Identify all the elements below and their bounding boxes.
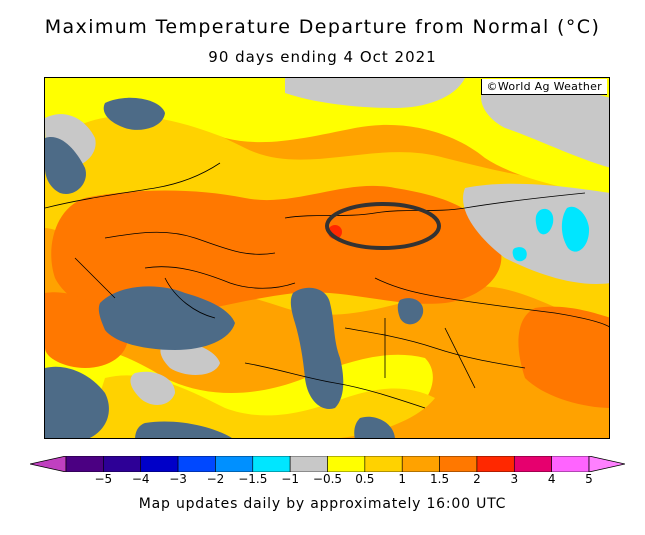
field-deep-orange-russia [51,185,502,318]
map-canvas [45,78,609,438]
field-deep-orange-west [45,292,128,368]
neutral-patch-turkey [160,341,220,375]
scale-label: 3 [510,472,519,486]
scale-swatch [140,455,179,473]
scale-label: −4 [131,472,150,486]
cool-patch-1 [535,208,554,235]
neutral-patch-north [285,78,465,108]
baltic-sea [45,137,86,194]
scale-label: 1.5 [430,472,450,486]
map-subtitle: 90 days ending 4 Oct 2021 [208,48,437,66]
scale-swatch [289,455,328,473]
scale-label: −3 [169,472,187,486]
scale-label: −5 [94,472,113,486]
scale-swatch [439,455,478,473]
gulf-of-finland [103,97,165,130]
scale-swatch [513,455,552,473]
scale-swatches [65,455,590,473]
scale-swatch [177,455,216,473]
scale-label: −2 [206,472,225,486]
scale-arrow-right [588,455,626,473]
scale-label: −1 [281,472,299,486]
scale-label: −1.5 [238,472,268,486]
scale-swatch [103,455,142,473]
black-sea [98,286,235,350]
scale-label: 5 [585,472,593,486]
cool-patch-3 [512,247,527,262]
scale-label: 4 [547,472,556,486]
neutral-patch-northeast [481,83,609,168]
scale-swatch [364,455,403,473]
credit-label: ©World Ag Weather [480,79,607,95]
country-borders [45,162,609,409]
persian-gulf [354,416,395,438]
scale-swatch [551,455,590,473]
neutral-patch-anatolia [130,371,175,405]
map-title: Maximum Temperature Departure from Norma… [44,16,601,38]
scale-swatch [252,455,291,473]
field-yellow-north [45,78,609,198]
scale-swatch [327,455,366,473]
color-scale: −5 −4 −3 −2 −1.5 −1 −0.5 0.5 1 1.5 2 3 4 5 [29,455,626,488]
temperature-map: ©World Ag Weather [44,77,610,439]
scale-swatch [401,455,440,473]
aral-sea [397,298,424,325]
scale-label: 0.5 [355,472,375,486]
mediterranean-sea [135,421,232,438]
highlight-ellipse [325,202,441,250]
caspian-sea [290,287,344,409]
color-scale-bar [29,455,626,473]
scale-label: −0.5 [312,472,343,486]
scale-arrow-left [29,455,67,473]
scale-swatch [215,455,254,473]
scale-label: 1 [398,472,407,486]
aegean-sea [45,366,109,438]
update-note: Map updates daily by approximately 16:00… [138,496,507,512]
field-deep-orange-east [518,306,609,408]
cool-patch-2 [561,206,590,252]
scale-label: 2 [473,472,481,486]
scale-swatch [476,455,515,473]
scale-swatch [65,455,104,473]
